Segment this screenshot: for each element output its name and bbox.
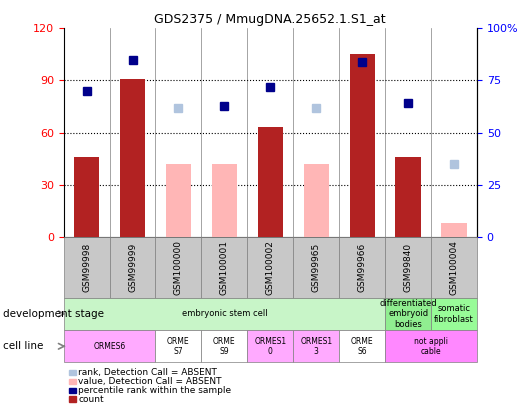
Bar — [74, 157, 99, 237]
Text: count: count — [78, 395, 104, 404]
Bar — [304, 164, 329, 237]
Bar — [166, 164, 191, 237]
Bar — [441, 223, 467, 237]
Bar — [201, 330, 248, 362]
Bar — [385, 330, 477, 362]
Text: ORME
S9: ORME S9 — [213, 337, 236, 356]
Bar — [431, 237, 477, 298]
Text: GSM99999: GSM99999 — [128, 243, 137, 292]
Bar — [201, 237, 248, 298]
Text: embryonic stem cell: embryonic stem cell — [182, 309, 267, 318]
Text: GSM99965: GSM99965 — [312, 243, 321, 292]
Bar — [395, 157, 421, 237]
Bar — [385, 298, 431, 330]
Bar — [293, 237, 339, 298]
Bar — [258, 128, 283, 237]
Bar — [64, 330, 155, 362]
Text: development stage: development stage — [3, 309, 104, 319]
Text: ORMES1
3: ORMES1 3 — [300, 337, 332, 356]
Bar — [339, 237, 385, 298]
Text: differentiated
embryoid
bodies: differentiated embryoid bodies — [379, 299, 437, 329]
Bar — [350, 54, 375, 237]
Text: GSM99840: GSM99840 — [404, 243, 412, 292]
Text: rank, Detection Call = ABSENT: rank, Detection Call = ABSENT — [78, 368, 217, 377]
Text: somatic
fibroblast: somatic fibroblast — [434, 304, 474, 324]
Text: ORME
S6: ORME S6 — [351, 337, 374, 356]
Text: percentile rank within the sample: percentile rank within the sample — [78, 386, 232, 395]
Bar — [120, 79, 145, 237]
Text: ORMES6: ORMES6 — [93, 342, 126, 351]
Bar — [211, 164, 237, 237]
Text: cell line: cell line — [3, 341, 43, 351]
Bar — [64, 237, 110, 298]
Text: not appli
cable: not appli cable — [414, 337, 448, 356]
Bar — [385, 237, 431, 298]
Text: GSM100004: GSM100004 — [449, 240, 458, 295]
Bar — [248, 330, 293, 362]
Text: GSM100002: GSM100002 — [266, 240, 275, 295]
Bar — [155, 237, 201, 298]
Bar — [110, 237, 155, 298]
Text: GSM100001: GSM100001 — [220, 240, 229, 295]
Text: ORME
S7: ORME S7 — [167, 337, 190, 356]
Text: ORMES1
0: ORMES1 0 — [254, 337, 286, 356]
Bar — [293, 330, 339, 362]
Text: GSM100000: GSM100000 — [174, 240, 183, 295]
Text: GSM99966: GSM99966 — [358, 243, 367, 292]
Bar — [64, 298, 385, 330]
Text: value, Detection Call = ABSENT: value, Detection Call = ABSENT — [78, 377, 222, 386]
Bar — [155, 330, 201, 362]
Bar — [339, 330, 385, 362]
Bar — [248, 237, 293, 298]
Bar — [431, 298, 477, 330]
Text: GSM99998: GSM99998 — [82, 243, 91, 292]
Title: GDS2375 / MmugDNA.25652.1.S1_at: GDS2375 / MmugDNA.25652.1.S1_at — [154, 13, 386, 26]
